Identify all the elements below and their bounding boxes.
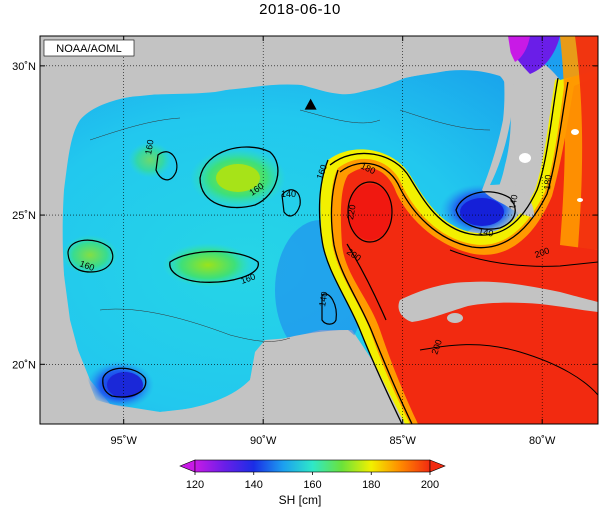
contour-label: 160 <box>143 139 155 156</box>
contour-label: 160 <box>78 258 96 273</box>
station-marker <box>304 98 317 110</box>
lon-tick-label: 80˚W <box>529 435 556 447</box>
colorbar <box>194 459 431 473</box>
source-label: NOAA/AOML <box>56 43 121 55</box>
contour-label: 200 <box>429 338 444 356</box>
map-frame <box>39 35 599 425</box>
colorbar-tick-label: 180 <box>362 479 380 491</box>
colorbar-label: SH [cm] <box>278 493 322 507</box>
source-label-box <box>43 39 135 57</box>
colorbar-tick-label: 120 <box>186 479 204 491</box>
contour-label: 140 <box>317 291 329 308</box>
contour-label: 160 <box>239 271 257 286</box>
lon-tick-label: 95˚W <box>111 435 138 447</box>
map-title: 2018-06-10 <box>259 1 341 18</box>
lat-tick-label: 25˚N <box>12 210 36 222</box>
contour-lines <box>67 77 598 424</box>
contour-label: 180 <box>542 174 553 190</box>
axis-ticks: 95˚W 90˚W 85˚W 80˚W 30˚N 25˚N 20˚N <box>12 36 598 447</box>
contour-label: 160 <box>314 163 329 181</box>
colorbar-tick-label: 200 <box>421 479 439 491</box>
lon-tick-label: 85˚W <box>390 435 417 447</box>
contour-labels: 160 160 160 160 140 160 180 200 220 200 … <box>78 139 553 356</box>
colorbar-low-extension <box>179 459 196 473</box>
graticule <box>40 36 598 424</box>
lat-tick-label: 30˚N <box>12 61 36 73</box>
colorbar-tick-label: 140 <box>245 479 263 491</box>
contour-label: 220 <box>345 204 357 221</box>
colorbar-tick-label: 160 <box>303 479 321 491</box>
colorbar-high-extension <box>429 459 446 473</box>
contour-label: 140 <box>281 189 296 199</box>
lat-tick-label: 20˚N <box>12 359 36 371</box>
lon-tick-label: 90˚W <box>250 435 277 447</box>
colorbar-ticks: 120 140 160 180 200 <box>186 472 439 491</box>
contour-label: 140 <box>507 194 519 211</box>
contour-label: 140 <box>478 226 495 238</box>
